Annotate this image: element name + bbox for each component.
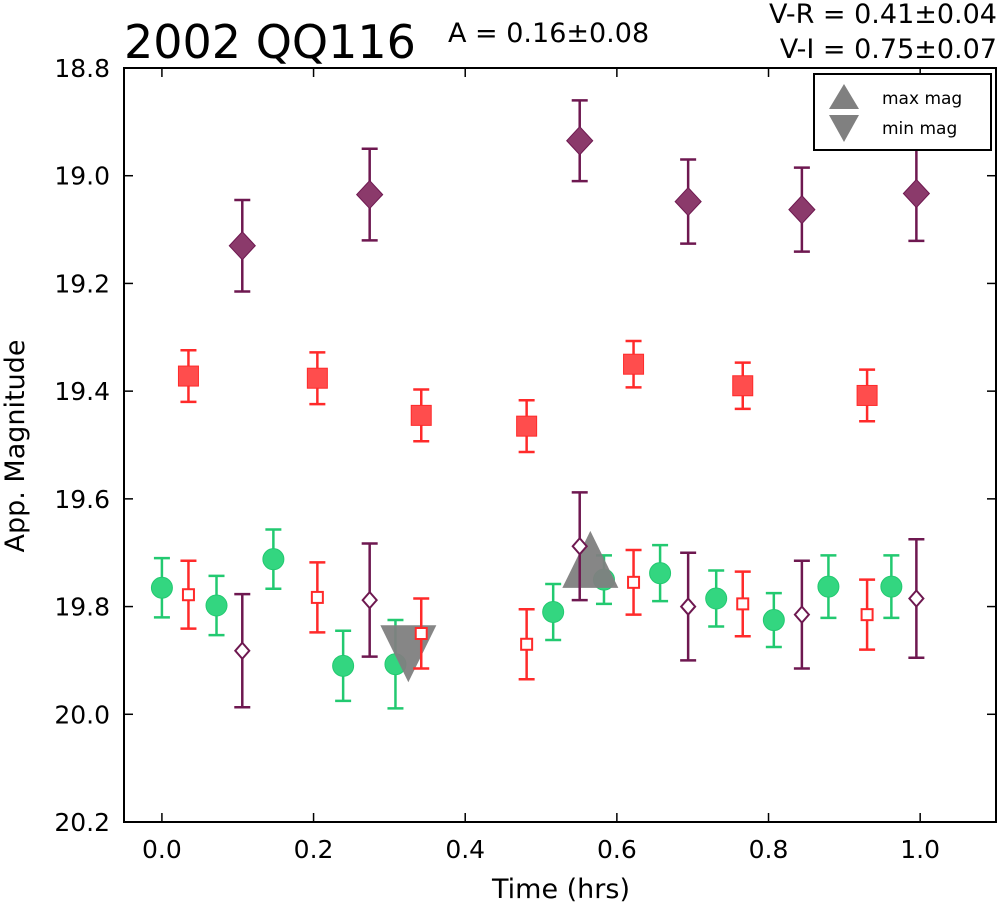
data-point-square-filled [856,384,878,406]
data-point-diamond-filled [355,179,384,210]
y-axis-label: App. Magnitude [0,340,31,553]
series-4 [233,491,925,709]
data-point-circle-filled [262,548,285,571]
x-tick-label: 0.2 [294,835,334,864]
y-tick-label: 19.8 [54,593,110,622]
x-tick-label: 0.6 [597,835,637,864]
data-point-circle-filled [880,575,903,598]
data-point-square-filled [516,415,538,437]
series-0 [228,99,931,293]
data-layer [150,99,931,710]
data-point-square-filled [623,353,645,375]
data-point-diamond-filled [566,125,594,156]
y-tick-label: 18.8 [54,54,110,83]
data-point-square-open [627,575,641,589]
data-point-circle-filled [649,562,672,585]
data-point-diamond-filled [674,186,702,217]
y-tick-label: 19.0 [54,162,110,191]
data-point-circle-filled [705,587,728,610]
series-1 [177,339,878,454]
y-tick-label: 19.2 [54,269,110,298]
x-tick-label: 0.0 [142,835,182,864]
x-axis-label: Time (hrs) [491,874,630,904]
series-3 [180,548,876,681]
data-point-circle-filled [150,576,173,599]
data-point-square-filled [177,365,199,387]
extrema-markers [380,530,619,683]
y-tick-label: 19.6 [54,485,110,514]
data-point-diamond-open [908,588,925,609]
x-tick-label: 0.8 [749,835,789,864]
data-point-square-open [520,637,534,651]
data-point-diamond-open [233,641,251,661]
amplitude-label: A = 0.16±0.08 [448,18,649,49]
plot-frame [123,67,997,823]
x-tick-label: 0.4 [445,835,485,864]
data-point-square-open [860,608,874,622]
data-point-square-filled [306,367,328,389]
x-tick-label: 1.0 [900,835,940,864]
y-tick-label: 20.0 [54,700,110,729]
data-point-circle-filled [817,575,840,598]
legend: max mag min mag [813,73,992,151]
data-point-square-open [736,597,750,611]
data-point-circle-filled [332,654,355,677]
min-mag-marker [380,625,437,683]
color-index-vr: V-R = 0.41±0.04 [769,0,997,30]
data-point-diamond-open [361,590,379,610]
data-point-circle-filled [762,609,785,632]
legend-max-mag-icon [829,84,859,109]
data-point-diamond-filled [228,230,256,261]
color-index-vi: V-I = 0.75±0.07 [780,34,997,65]
axes: 0.0 0.2 0.4 0.6 0.8 1.0 18.8 19.0 19.2 19.4 19.6 19… [54,54,996,864]
data-point-diamond-open [571,536,589,556]
data-point-diamond-filled [788,194,816,225]
data-point-diamond-open [793,605,811,625]
data-point-square-open [310,590,324,604]
legend-min-mag-icon [829,115,859,142]
data-point-square-open [181,588,195,602]
data-point-diamond-filled [902,178,931,209]
data-point-circle-filled [205,594,228,617]
y-tick-label: 20.2 [54,808,110,837]
data-point-diamond-open [679,597,697,617]
y-tick-label: 19.4 [54,377,110,406]
data-point-square-filled [732,375,754,397]
legend-label-min-mag: min mag [882,119,957,139]
max-mag-marker [562,530,619,588]
data-point-circle-filled [542,600,565,623]
data-point-square-open [414,627,428,640]
data-point-square-filled [410,404,432,426]
legend-label-max-mag: max mag [882,89,962,109]
chart-title: 2002 QQ116 [124,15,416,69]
